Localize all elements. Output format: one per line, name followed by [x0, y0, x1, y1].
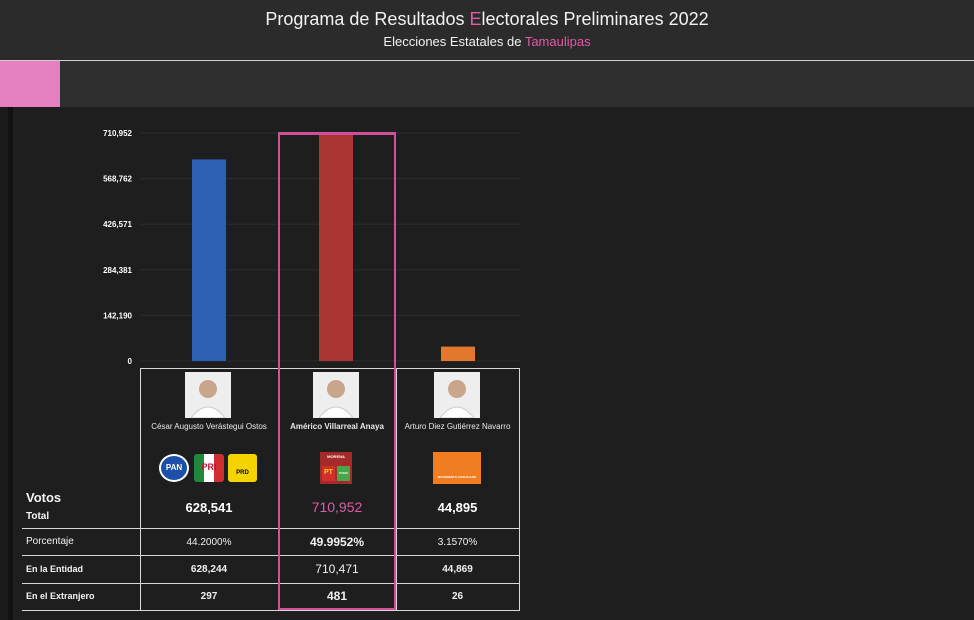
- grid-hline-3: [22, 583, 520, 584]
- candidate-name-2: Américo Villarreal Anaya: [290, 422, 384, 431]
- subtitle-text: Elecciones Estatales de: [383, 34, 525, 49]
- left-edge: [8, 107, 13, 620]
- row-label-votos: Votos: [26, 490, 62, 505]
- row-label-entidad: En la Entidad: [26, 564, 84, 574]
- menu-tab[interactable]: [0, 61, 60, 107]
- y-tick-label: 0: [128, 357, 133, 366]
- candidate-votes-total-3: 44,895: [437, 500, 478, 515]
- grid-hline-1: [22, 528, 520, 529]
- grid-hline-top: [140, 368, 520, 369]
- highlight-frame-right: [394, 132, 396, 610]
- pan-logo: PAN: [159, 454, 189, 482]
- prd-logo-text: PRD: [236, 470, 249, 476]
- row-label-total: Total: [26, 511, 50, 522]
- pan-logo-text: PAN: [165, 463, 183, 472]
- bar-candidate-1: [192, 159, 226, 361]
- candidate-photo-1: [185, 372, 231, 418]
- mc-logo-text: MOVIMIENTO CIUDADANO: [437, 475, 477, 479]
- grid-hline-4: [22, 610, 520, 611]
- title-accent: E: [469, 9, 482, 29]
- bar-candidate-2: [319, 133, 353, 361]
- coalition-logo: MORENA PT PVEM: [320, 452, 352, 484]
- pt-logo: PT: [322, 466, 335, 481]
- grid-vline-1: [140, 368, 141, 611]
- candidate-extranjero-3: 26: [451, 591, 464, 602]
- pri-logo: PRI: [194, 454, 224, 482]
- page-subtitle: Elecciones Estatales de Tamaulipas: [0, 34, 974, 49]
- page-title: Programa de Resultados Electorales Preli…: [0, 9, 974, 30]
- candidate-entidad-3: 44,869: [442, 564, 473, 575]
- morena-logo-text: MORENA: [327, 454, 345, 459]
- candidate-votes-total-1: 628,541: [185, 500, 233, 515]
- title-text-end: lectorales Preliminares 2022: [481, 9, 709, 29]
- pvem-logo-text: PVEM: [339, 471, 348, 475]
- candidate-entidad-1: 628,244: [190, 564, 228, 575]
- candidate-percentage-3: 3.1570%: [437, 537, 478, 548]
- bars: [192, 133, 475, 361]
- movimiento-ciudadano-logo: MOVIMIENTO CIUDADANO: [433, 452, 481, 484]
- results-panel: 710,952 568,762 426,571 284,381 142,190 0 Vot…: [8, 107, 974, 620]
- header-divider: [0, 60, 974, 61]
- candidate-entidad-2: 710,471: [315, 562, 359, 576]
- candidate-photo-2: [313, 372, 359, 418]
- subtitle-accent: Tamaulipas: [524, 34, 591, 49]
- candidate-photo-3: [434, 372, 480, 418]
- bar-candidate-3: [441, 346, 475, 361]
- nav-bar: [0, 61, 974, 107]
- candidate-extranjero-2: 481: [326, 589, 348, 603]
- row-label-extranjero: En el Extranjero: [26, 591, 95, 601]
- title-text: Programa de Resultados: [265, 9, 470, 29]
- y-tick-label: 284,381: [103, 266, 132, 275]
- grid-vline-3: [396, 368, 397, 611]
- highlight-frame-top: [278, 132, 396, 135]
- highlight-frame-left: [278, 132, 280, 610]
- y-tick-label: 142,190: [103, 311, 132, 320]
- y-tick-label: 710,952: [103, 129, 132, 138]
- pt-logo-text: PT: [324, 469, 333, 476]
- y-tick-label: 426,571: [103, 220, 132, 229]
- results-bar-chart: 710,952 568,762 426,571 284,381 142,190 0: [103, 129, 520, 366]
- y-axis-ticks: 710,952 568,762 426,571 284,381 142,190 0: [103, 129, 132, 366]
- grid-hline-2: [22, 555, 520, 556]
- candidate-percentage-1: 44.2000%: [186, 537, 232, 548]
- highlight-frame-bottom: [278, 608, 396, 610]
- candidate-percentage-2: 49.9952%: [309, 535, 365, 549]
- pvem-logo: PVEM: [337, 466, 350, 481]
- row-label-porcentaje: Porcentaje: [26, 536, 74, 547]
- grid-vline-4: [519, 368, 520, 611]
- candidate-extranjero-1: 297: [200, 591, 218, 602]
- y-tick-label: 568,762: [103, 175, 132, 184]
- candidate-name-1: César Augusto Verástegui Ostos: [151, 422, 267, 431]
- candidate-name-3: Arturo Diez Gutiérrez Navarro: [404, 422, 511, 431]
- pri-logo-text: PRI: [201, 462, 217, 472]
- candidate-votes-total-2: 710,952: [311, 499, 363, 515]
- prd-logo: PRD: [228, 454, 257, 482]
- header: Programa de Resultados Electorales Preli…: [0, 0, 974, 60]
